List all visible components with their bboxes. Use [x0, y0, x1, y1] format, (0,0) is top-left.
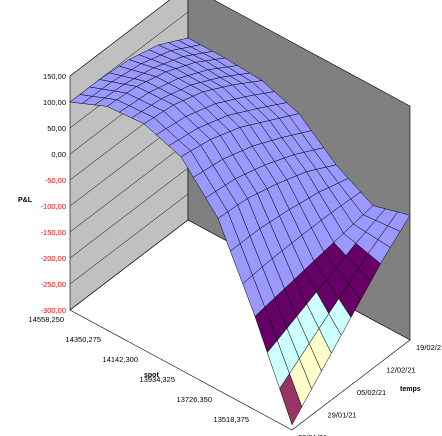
gridline-left-7 — [69, 167, 189, 259]
z-tick-label-3: 0,00 — [51, 150, 66, 159]
z-tick-label-2: 50,00 — [47, 124, 66, 133]
gridline-left-9 — [69, 219, 189, 311]
z-tick-label-9: -300,00 — [41, 306, 66, 315]
z-tick-label-4: -50,00 — [45, 176, 66, 185]
axis-labels: 150,00 100,00 50,00 0,00 -50,00 -100,00 -150,0… — [18, 72, 442, 436]
surface — [69, 37, 411, 426]
temps-tick-label-2: 05/02/21 — [357, 388, 386, 397]
surface-cell-215 — [279, 373, 303, 426]
gridline-left-6 — [69, 141, 189, 233]
spot-tick-label-2: 14142,300 — [103, 355, 138, 364]
temps-tick-label-4: 19/02/21 — [416, 343, 442, 352]
z-tick-label-0: 150,00 — [43, 72, 66, 81]
z-tick-label-1: 100,00 — [43, 98, 66, 107]
z-axis-label: P&L — [18, 197, 33, 204]
z-tick-label-6: -150,00 — [41, 228, 66, 237]
gridline-left-0 — [69, 0, 171, 77]
temps-axis-label: temps — [400, 386, 421, 393]
spot-tick-label-0: 14558,250 — [29, 315, 64, 324]
z-tick-label-8: -250,00 — [41, 280, 66, 289]
temps-tick-label-3: 12/02/21 — [387, 366, 416, 375]
gridline-left-8 — [69, 193, 189, 285]
spot-axis-label: spot — [144, 372, 159, 379]
spot-tick-label-4: 13726,350 — [177, 395, 212, 404]
spot-tick-label-3: 13934,325 — [140, 375, 175, 384]
spot-tick-label-1: 14350,275 — [66, 335, 101, 344]
temps-tick-label-1: 29/01/21 — [328, 411, 357, 420]
z-tick-label-7: -200,00 — [41, 254, 66, 263]
z-tick-label-5: -100,00 — [41, 202, 66, 211]
temps-tick-label-0: 23/01/21 — [298, 433, 327, 436]
spot-tick-label-5: 13518,375 — [214, 415, 249, 424]
